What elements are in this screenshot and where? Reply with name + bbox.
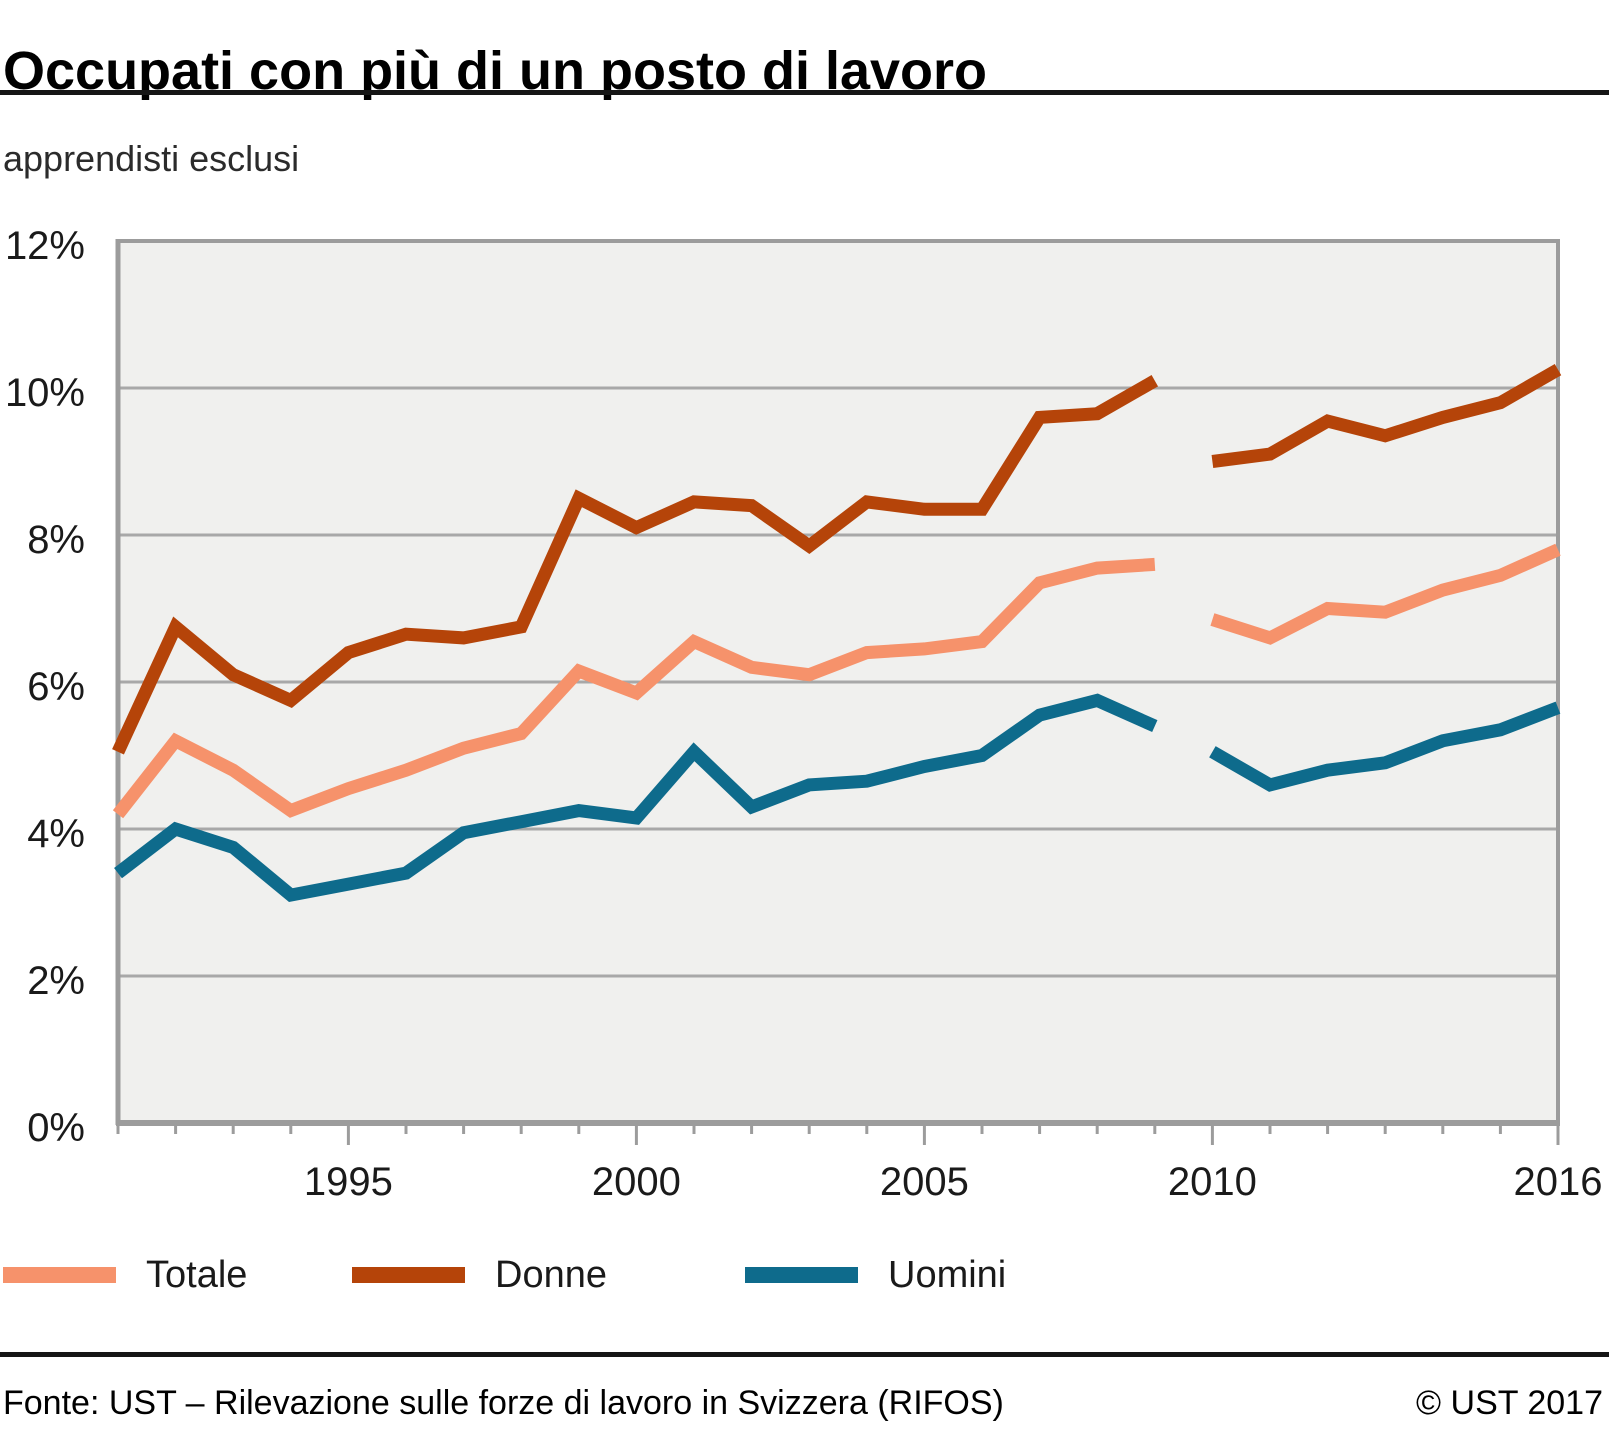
legend-swatch-uomini bbox=[745, 1267, 858, 1283]
legend-item-uomini: Uomini bbox=[745, 1254, 1006, 1296]
line-chart: 0% 2% 4% 6% 8% 10% 12% 1995 2000 2005 2010 2016 bbox=[5, 224, 1603, 1204]
footer-divider bbox=[0, 1352, 1609, 1357]
series-line-totale bbox=[1210, 543, 1561, 645]
series-line-totale bbox=[112, 557, 1156, 819]
y-tick-label: 10% bbox=[5, 371, 85, 415]
legend-label-uomini: Uomini bbox=[888, 1253, 1007, 1296]
series-line-uomini bbox=[114, 693, 1158, 903]
y-tick-label: 2% bbox=[27, 959, 85, 1003]
legend-swatch-donne bbox=[352, 1267, 465, 1283]
x-tick-label: 2010 bbox=[1168, 1160, 1257, 1204]
legend-swatch-totale bbox=[3, 1267, 116, 1283]
legend-label-donne: Donne bbox=[495, 1253, 607, 1296]
x-tick-label: 2016 bbox=[1514, 1160, 1603, 1204]
x-tick-label: 1995 bbox=[304, 1160, 393, 1204]
chart-subtitle: apprendisti esclusi bbox=[3, 138, 300, 179]
y-tick-label: 0% bbox=[27, 1106, 85, 1150]
legend-item-donne: Donne bbox=[352, 1254, 607, 1296]
legend-item-totale: Totale bbox=[3, 1254, 247, 1296]
footer-source: Fonte: UST – Rilevazione sulle forze di … bbox=[3, 1384, 1004, 1422]
y-tick-label: 8% bbox=[27, 518, 85, 562]
title-divider bbox=[0, 90, 1609, 95]
legend-label-totale: Totale bbox=[146, 1253, 248, 1296]
y-tick-label: 12% bbox=[5, 224, 85, 268]
x-tick-label: 2000 bbox=[592, 1160, 681, 1204]
x-tick-label: 2005 bbox=[880, 1160, 969, 1204]
footer-copyright: © UST 2017 bbox=[1416, 1384, 1603, 1422]
series-line-donne bbox=[112, 375, 1159, 755]
y-tick-label: 6% bbox=[27, 665, 85, 709]
series-line-uomini bbox=[1209, 701, 1561, 792]
y-tick-label: 4% bbox=[27, 812, 85, 856]
series-line-donne bbox=[1211, 363, 1562, 468]
